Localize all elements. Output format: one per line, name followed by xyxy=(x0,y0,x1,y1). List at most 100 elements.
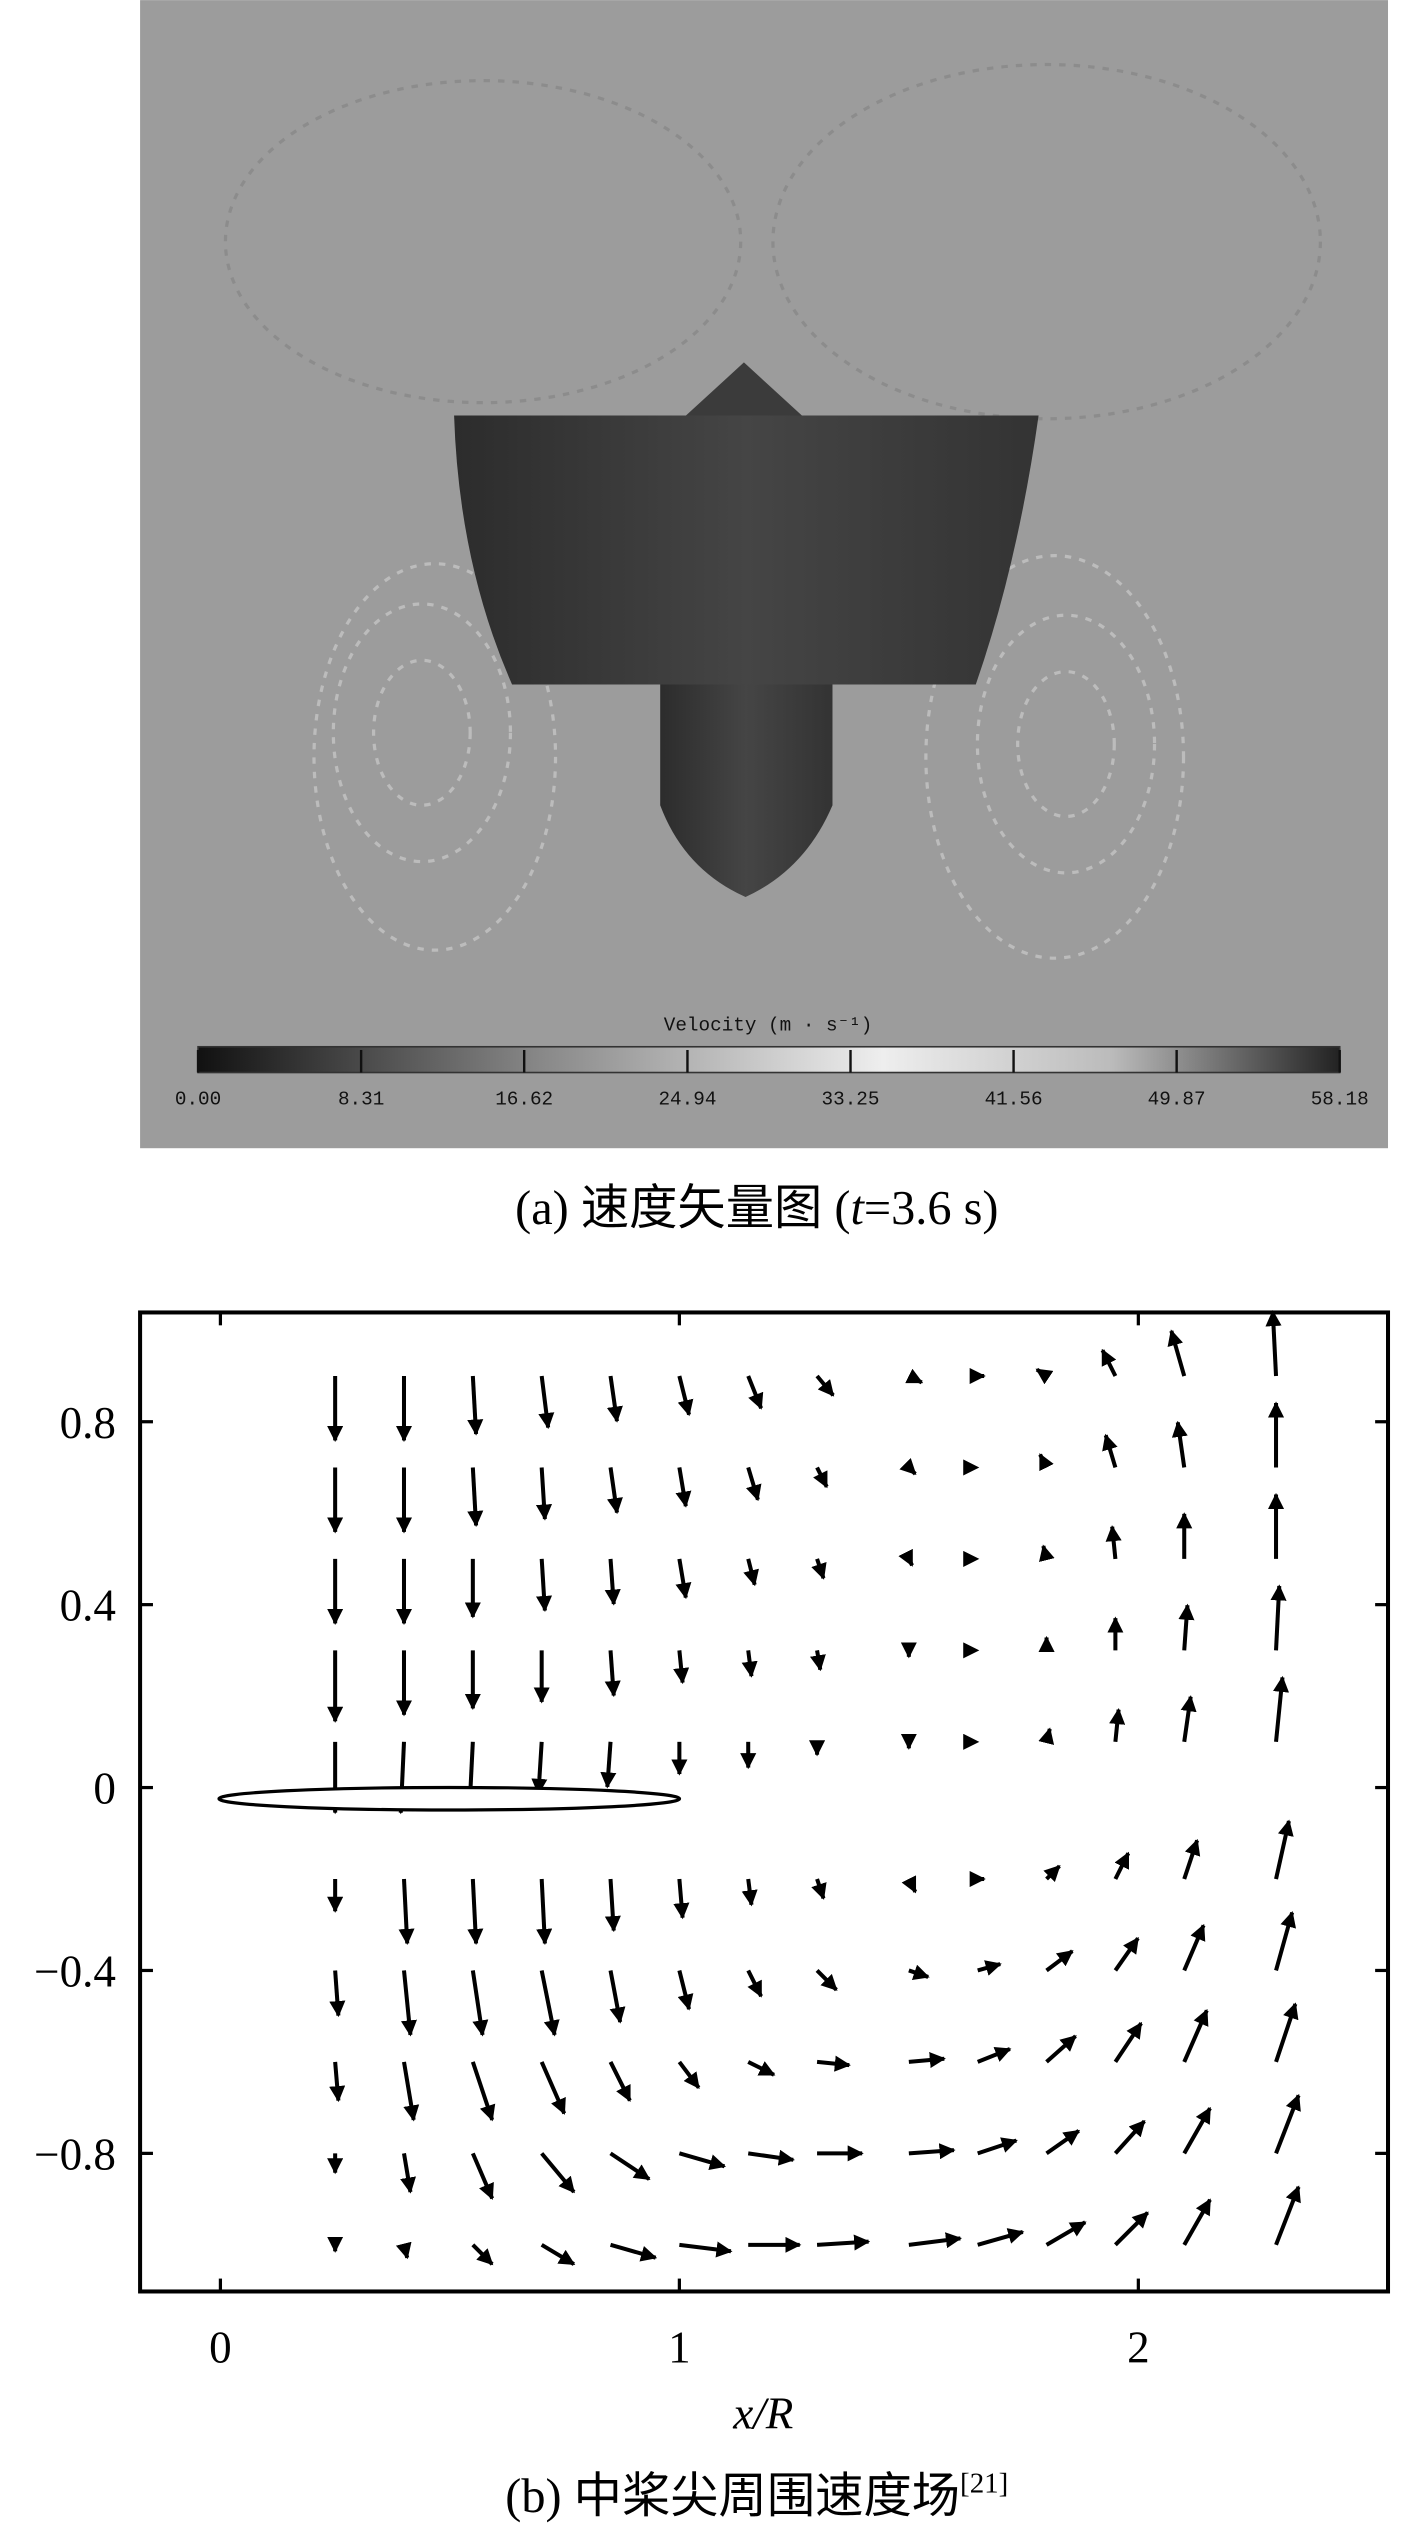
colorbar xyxy=(197,1045,1341,1074)
hub-cone xyxy=(685,362,802,416)
velocity-arrow xyxy=(604,1878,621,1933)
velocity-arrow xyxy=(743,1558,759,1587)
velocity-arrow xyxy=(1265,1309,1282,1377)
velocity-arrow xyxy=(908,2143,956,2160)
velocity-arrow xyxy=(1274,1819,1294,1880)
velocity-arrow xyxy=(1100,1348,1118,1377)
velocity-arrow xyxy=(609,2151,651,2181)
velocity-arrow xyxy=(908,1964,930,1980)
velocity-arrow xyxy=(1113,2021,1143,2064)
plot-frame xyxy=(138,1310,1391,2294)
x-tick-label: 0 xyxy=(209,2322,232,2372)
colorbar-tick-label: 16.62 xyxy=(495,1089,553,1111)
velocity-arrow xyxy=(1035,1367,1054,1385)
velocity-arrow xyxy=(1045,2129,1081,2156)
velocity-arrow xyxy=(811,1878,827,1900)
velocity-arrow xyxy=(813,1466,829,1489)
velocity-arrow xyxy=(816,2234,871,2251)
impeller-disc xyxy=(454,415,1039,685)
velocity-arrow xyxy=(976,2046,1012,2064)
axes: 0 1 2 0.8 0.4 0 −0.4 −0.8 xyxy=(34,1312,1389,2372)
velocity-arrow xyxy=(467,1375,484,1436)
velocity-arrow xyxy=(1113,1936,1140,1972)
panel-a: Velocity (m · s⁻¹) 0.00 8.31 16.62 24.94 33.… xyxy=(140,0,1389,1235)
colorbar-tick-label: 0.00 xyxy=(175,1089,221,1111)
velocity-arrow xyxy=(535,1558,553,1613)
velocity-arrow xyxy=(1045,2220,1087,2247)
velocity-arrow xyxy=(811,1558,827,1580)
colorbar-title: Velocity (m · s⁻¹) xyxy=(664,1015,873,1037)
velocity-arrow xyxy=(539,2061,567,2115)
velocity-arrow xyxy=(398,1878,415,1946)
velocity-arrow xyxy=(1270,1584,1287,1651)
colorbar-tick-label: 49.87 xyxy=(1148,1089,1206,1111)
velocity-arrow xyxy=(1039,1544,1055,1563)
velocity-arrow xyxy=(899,1457,917,1476)
velocity-arrow xyxy=(898,1548,914,1567)
velocity-arrow xyxy=(400,2153,416,2194)
velocity-arrow xyxy=(400,1970,418,2037)
velocity-arrow xyxy=(1273,1675,1290,1743)
velocity-arrow xyxy=(977,2137,1018,2156)
velocity-arrow xyxy=(1274,1910,1297,1972)
velocity-arrow xyxy=(905,1368,924,1385)
velocity-arrow xyxy=(1109,1708,1126,1743)
velocity-arrow xyxy=(815,1969,838,1992)
velocity-arrow xyxy=(1105,1525,1122,1560)
velocity-arrow xyxy=(535,1467,553,1521)
velocity-arrow xyxy=(606,1375,623,1423)
y-tick-label: 0.4 xyxy=(60,1581,116,1631)
velocity-arrow xyxy=(1038,1453,1054,1472)
velocity-arrow xyxy=(1043,1864,1061,1883)
velocity-arrow xyxy=(1113,2119,1146,2155)
velocity-arrow xyxy=(1045,2034,1077,2064)
x-tick-label: 2 xyxy=(1127,2322,1150,2372)
velocity-arrow xyxy=(1171,1420,1188,1468)
velocity-arrow xyxy=(747,2149,795,2166)
velocity-arrow xyxy=(539,1970,560,2037)
velocity-arrow xyxy=(467,1878,484,1946)
velocity-arrow xyxy=(1182,2198,1212,2246)
velocity-arrow xyxy=(606,1467,623,1515)
velocity-arrow xyxy=(538,1375,555,1430)
velocity-arrow xyxy=(1182,2008,1209,2063)
velocity-arrow xyxy=(540,2152,576,2194)
velocity-arrow xyxy=(1182,1923,1206,1972)
velocity-arrow xyxy=(609,2242,658,2262)
velocity-arrow xyxy=(467,1467,484,1528)
y-tick-label: 0 xyxy=(93,1764,116,1814)
velocity-arrow xyxy=(1167,1329,1187,1377)
velocity-arrow xyxy=(608,1970,626,2024)
caption-a-suffix: =3.6 s) xyxy=(864,1182,999,1235)
colorbar-tick-label: 58.18 xyxy=(1311,1089,1369,1111)
velocity-arrow xyxy=(901,1875,918,1894)
x-tick-label: 1 xyxy=(668,2322,691,2372)
velocity-arrow xyxy=(531,1741,548,1795)
hub-shaft xyxy=(660,684,833,898)
caption-b-ref: [21] xyxy=(960,2468,1008,2500)
velocity-arrow xyxy=(1113,1851,1131,1880)
velocity-arrow xyxy=(675,1467,692,1508)
velocity-arrow xyxy=(747,2060,776,2077)
velocity-arrow xyxy=(677,1969,694,2011)
colorbar-tick-label: 24.94 xyxy=(658,1089,716,1111)
streamlines xyxy=(223,62,1322,960)
velocity-arrow xyxy=(329,1970,346,2018)
velocity-arrow xyxy=(746,1375,764,1410)
x-axis-label: x/R xyxy=(732,2388,793,2438)
velocity-arrow xyxy=(1178,1603,1195,1651)
velocity-arrow xyxy=(815,1374,835,1397)
velocity-arrow xyxy=(746,1969,763,1998)
velocity-arrow xyxy=(402,2061,420,2122)
velocity-arrow xyxy=(677,1375,694,1417)
velocity-arrow xyxy=(673,1878,690,1920)
velocity-arrow xyxy=(816,2055,851,2072)
velocity-arrow xyxy=(675,1558,692,1600)
velocity-arrow xyxy=(908,2051,946,2069)
velocity-arrow xyxy=(604,1650,621,1698)
velocity-arrow xyxy=(746,1466,762,1502)
velocity-arrow xyxy=(1274,2185,1301,2246)
caption-a-prefix: (a) 速度矢量图 ( xyxy=(515,1182,850,1235)
velocity-arrow xyxy=(1045,1949,1074,1973)
